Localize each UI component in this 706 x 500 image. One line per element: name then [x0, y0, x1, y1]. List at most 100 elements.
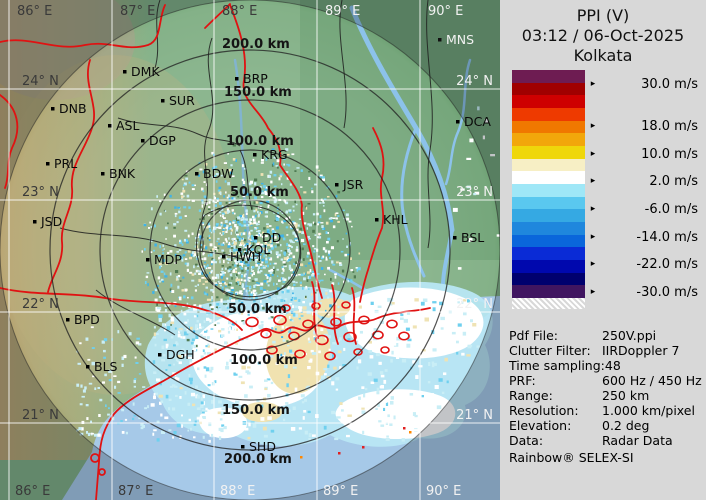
info-label: Data: [509, 433, 544, 448]
info-label: Elevation: [509, 418, 572, 433]
scale-label: ▸ -30.0 m/s [586, 284, 698, 300]
scale-label-text: -14.0 m/s [636, 229, 698, 245]
coord-label: 22° N [456, 297, 493, 312]
color-band [512, 196, 585, 210]
legend-titles: PPI (V) 03:12 / 06-Oct-2025 Kolkata [500, 6, 706, 66]
scale-label-text: -6.0 m/s [644, 201, 698, 217]
info-row: Clutter Filter: IIRDoppler 7 [509, 343, 704, 358]
coord-label: 86° E [17, 4, 52, 19]
brand-text: Rainbow® SELEX-SI [509, 450, 634, 465]
scale-label: ▸ -14.0 m/s [586, 229, 698, 245]
scale-label: ▸ 2.0 m/s [586, 173, 698, 189]
station-marker: SUR [161, 93, 195, 108]
info-label: Clutter Filter: [509, 343, 591, 358]
station-marker: JSD [33, 214, 62, 229]
coord-label: 24° N [22, 74, 59, 89]
station-label: BPD [74, 312, 100, 327]
color-band [512, 260, 585, 273]
station-marker: BLS [86, 359, 118, 374]
coord-label: 21° N [456, 408, 493, 423]
info-value: 600 Hz / 450 Hz [602, 373, 702, 388]
station-label: SHD [249, 439, 276, 454]
color-band [512, 70, 585, 83]
scale-arrow-icon: ▸ [590, 232, 596, 242]
info-value: IIRDoppler 7 [602, 343, 680, 358]
station-label: MDP [154, 252, 182, 267]
scale-arrow-icon: ▸ [590, 204, 596, 214]
station-marker: DCA [456, 114, 491, 129]
scale-label-text: 30.0 m/s [641, 76, 698, 92]
ring-label: 100.0 km [226, 134, 294, 149]
scan-datetime: 03:12 / 06-Oct-2025 [521, 26, 685, 45]
info-label: Resolution: [509, 403, 579, 418]
info-row: Data: Radar Data [509, 433, 704, 448]
coord-label: 88° E [220, 484, 255, 499]
info-label: Range: [509, 388, 553, 403]
coord-label: 89° E [323, 484, 358, 499]
info-row: Pdf File: 250V.ppi [509, 328, 704, 343]
station-label: ASL [116, 118, 139, 133]
station-label: DCA [464, 114, 491, 129]
scale-arrow-icon: ▸ [590, 79, 596, 89]
station-label: KHL [383, 212, 408, 227]
color-band [512, 184, 585, 197]
station-marker: BRP [235, 71, 268, 86]
coord-label: 87° E [118, 484, 153, 499]
station-label: HWH [230, 249, 261, 264]
scale-label: ▸ 10.0 m/s [586, 146, 698, 162]
ring-label: 150.0 km [222, 403, 290, 418]
station-marker: DMK [123, 64, 160, 79]
station-label: KRG [261, 147, 288, 162]
info-value [602, 358, 704, 373]
station-label: DGH [166, 347, 195, 362]
info-value: 250V.ppi [602, 328, 657, 343]
station-label: JSR [342, 177, 364, 192]
coord-label: 24° N [456, 74, 493, 89]
coord-label: 86° E [15, 484, 50, 499]
info-label: Pdf File: [509, 328, 558, 343]
ring-labels: 200.0 km 150.0 km 100.0 km 50.0 km 50.0 km 10… [222, 37, 298, 467]
info-row: PRF: 600 Hz / 450 Hz [509, 373, 704, 388]
scale-label: ▸ 30.0 m/s [586, 76, 698, 92]
scale-label-text: -30.0 m/s [636, 284, 698, 300]
delta-island-layer [245, 301, 410, 361]
station-label: BSL [461, 230, 484, 245]
color-band [512, 209, 585, 223]
ring-label: 100.0 km [230, 353, 298, 368]
scale-label-text: 2.0 m/s [649, 173, 698, 189]
color-band [512, 95, 585, 109]
station-marker: MDP [146, 252, 182, 267]
ring-label: 50.0 km [230, 185, 289, 200]
coord-label: 90° E [426, 484, 461, 499]
info-label: Time sampling:48 [509, 358, 621, 373]
ring-label: 200.0 km [224, 452, 292, 467]
scale-arrow-icon: ▸ [590, 176, 596, 186]
scale-label: ▸ -22.0 m/s [586, 256, 698, 272]
scale-arrow-icon: ▸ [590, 259, 596, 269]
scale-label-text: 10.0 m/s [641, 146, 698, 162]
station-label: SUR [169, 93, 195, 108]
station-label: BLS [94, 359, 118, 374]
legend-panel: PPI (V) 03:12 / 06-Oct-2025 Kolkata ▸ 30.… [500, 0, 706, 500]
coord-label: 90° E [428, 4, 463, 19]
station-marker: JSR [335, 177, 364, 192]
coord-label: 23° N [22, 185, 59, 200]
station-label: DGP [149, 133, 176, 148]
station-label: MNS [446, 32, 474, 47]
coordinate-labels: 86° E 86° E 87° E 87° E 88° E 88° E 89° E 89° E… [15, 4, 493, 499]
station-label: JSD [40, 214, 62, 229]
coord-label: 89° E [325, 4, 360, 19]
color-band [512, 171, 585, 185]
station-label: KOL [246, 242, 270, 257]
info-value: 1.000 km/pixel [602, 403, 695, 418]
velocity-color-scale: ▸ 30.0 m/s ▸ 18.0 m/s ▸ 10.0 m/s ▸ 2.0 m/s ▸ -6.0… [512, 70, 702, 316]
ring-label: 200.0 km [222, 37, 290, 52]
station-marker: DNB [51, 101, 87, 116]
station-marker: DGP [141, 133, 176, 148]
color-band [512, 285, 585, 299]
radar-site-name: Kolkata [573, 46, 633, 65]
station-marker: MNS [438, 32, 474, 47]
station-marker: BDW [195, 166, 234, 181]
station-marker: BNK [101, 166, 136, 181]
